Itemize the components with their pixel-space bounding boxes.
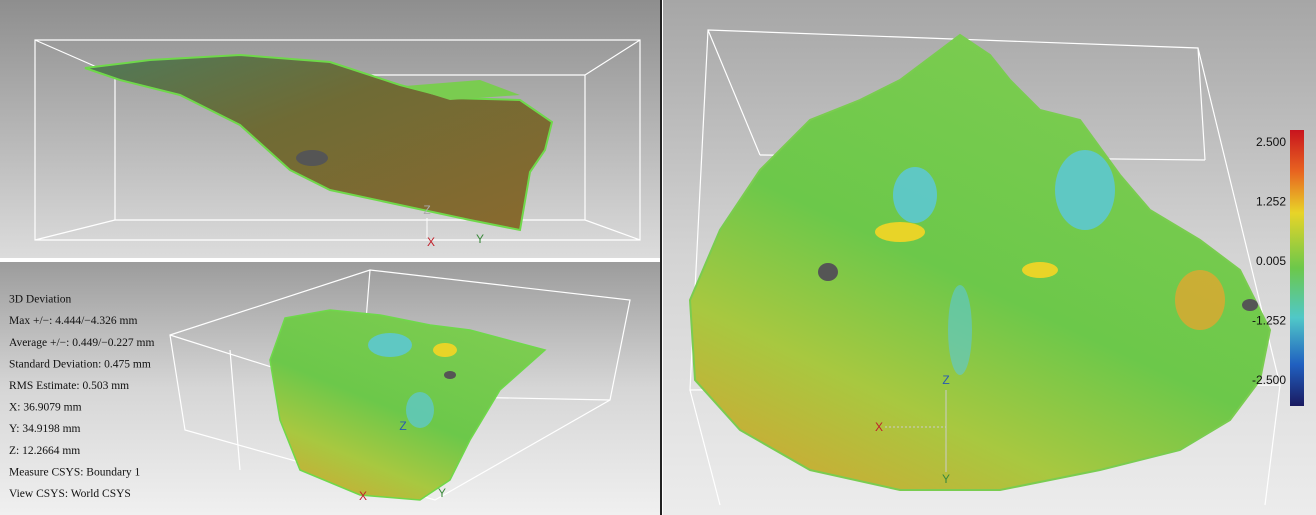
- hole: [444, 371, 456, 379]
- deviation-patch: [368, 333, 412, 357]
- info-line: Y: 34.9198 mm: [9, 423, 81, 435]
- scale-label: 2.500: [1256, 135, 1286, 149]
- axis-label: Y: [438, 486, 446, 500]
- deviation-patch: [1022, 262, 1058, 278]
- info-line: RMS Estimate: 0.503 mm: [9, 380, 129, 392]
- hole: [818, 263, 838, 281]
- axis-label: Z: [423, 203, 430, 217]
- hole: [1242, 299, 1258, 311]
- scale-label: -1.252: [1252, 314, 1286, 328]
- deviation-patch: [875, 222, 925, 242]
- axis-label: Z: [942, 373, 949, 387]
- top-viewport: Z X Y: [0, 0, 660, 258]
- scale-label: 0.005: [1256, 254, 1286, 268]
- info-line: Standard Deviation: 0.475 mm: [9, 358, 151, 370]
- info-line: Z: 12.2664 mm: [9, 445, 80, 457]
- deviation-patch: [948, 285, 972, 375]
- deviation-patch: [1055, 150, 1115, 230]
- deviation-patch: [1175, 270, 1225, 330]
- axis-label: X: [427, 235, 435, 249]
- axis-label: X: [875, 420, 883, 434]
- axis-label: X: [359, 489, 367, 503]
- deviation-patch: [433, 343, 457, 357]
- hole: [296, 150, 328, 166]
- info-line: 3D Deviation: [9, 294, 72, 306]
- color-scale-bar: [1290, 130, 1304, 406]
- info-line: Max +/−: 4.444/−4.326 mm: [9, 315, 137, 327]
- info-line: View CSYS: World CSYS: [9, 488, 131, 500]
- axis-label: Y: [942, 472, 950, 486]
- screenshot: Z X Y Z X Y 3D Deviation Max +/−: 4.444/−…: [0, 0, 1316, 515]
- main-viewport: Z X Y 2.500 1.252 0.005 -1.252 -2.500: [663, 0, 1316, 515]
- info-line: Average +/−: 0.449/−0.227 mm: [9, 337, 154, 349]
- deviation-patch: [406, 392, 434, 428]
- scale-label: 1.252: [1256, 195, 1286, 209]
- info-line: X: 36.9079 mm: [9, 402, 82, 414]
- axis-label: Y: [476, 232, 484, 246]
- deviation-patch: [893, 167, 937, 223]
- axis-label: Z: [399, 419, 406, 433]
- scale-label: -2.500: [1252, 373, 1286, 387]
- info-line: Measure CSYS: Boundary 1: [9, 466, 141, 478]
- bottom-viewport: Z X Y 3D Deviation Max +/−: 4.444/−4.326 …: [0, 262, 660, 515]
